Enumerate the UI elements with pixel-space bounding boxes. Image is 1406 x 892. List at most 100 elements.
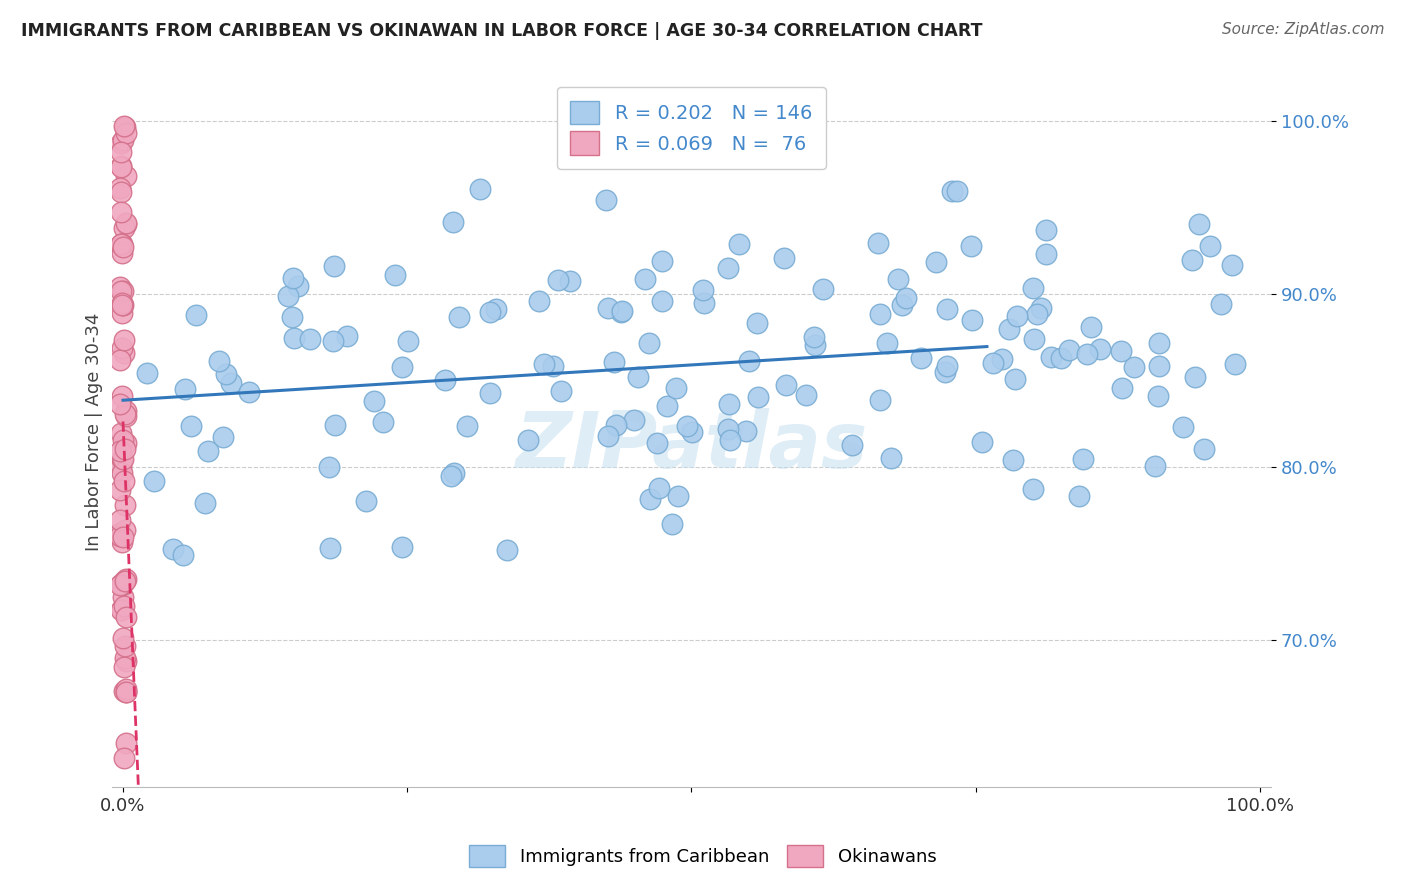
Point — [277, 289, 299, 303]
Point — [111, 342, 134, 356]
Point — [868, 235, 890, 250]
Point — [936, 302, 959, 317]
Point — [112, 590, 135, 604]
Point — [110, 603, 132, 617]
Point — [1147, 389, 1170, 403]
Point — [112, 751, 135, 765]
Point — [869, 392, 891, 407]
Point — [440, 469, 463, 483]
Point — [794, 388, 817, 402]
Point — [384, 268, 406, 282]
Point — [661, 516, 683, 531]
Point — [318, 460, 340, 475]
Point — [114, 498, 136, 512]
Point — [626, 370, 648, 384]
Point — [238, 384, 260, 399]
Point — [112, 474, 135, 488]
Point — [115, 404, 138, 418]
Point — [676, 418, 699, 433]
Point — [115, 685, 138, 699]
Point — [108, 578, 131, 592]
Point — [111, 306, 134, 320]
Point — [596, 429, 619, 443]
Point — [772, 251, 794, 265]
Point — [1005, 310, 1028, 324]
Point — [1035, 223, 1057, 237]
Point — [527, 293, 550, 308]
Point — [1049, 351, 1071, 366]
Point — [108, 443, 131, 458]
Point — [803, 338, 825, 352]
Legend: Immigrants from Caribbean, Okinawans: Immigrants from Caribbean, Okinawans — [463, 838, 943, 874]
Point — [496, 543, 519, 558]
Point — [110, 205, 132, 219]
Point — [717, 260, 740, 275]
Point — [114, 442, 136, 456]
Point — [1111, 380, 1133, 394]
Point — [876, 336, 898, 351]
Point — [114, 435, 136, 450]
Point — [281, 310, 304, 324]
Point — [391, 359, 413, 374]
Point — [110, 577, 132, 591]
Point — [114, 651, 136, 665]
Point — [517, 433, 540, 447]
Point — [960, 239, 983, 253]
Point — [1035, 247, 1057, 261]
Point — [114, 640, 136, 654]
Point — [110, 459, 132, 474]
Point — [1080, 320, 1102, 334]
Point — [1090, 342, 1112, 356]
Point — [112, 433, 135, 447]
Point — [111, 236, 134, 251]
Point — [115, 409, 138, 423]
Point — [728, 237, 751, 252]
Point — [111, 246, 134, 260]
Point — [1209, 297, 1232, 311]
Point — [1109, 343, 1132, 358]
Point — [443, 466, 465, 480]
Point — [322, 334, 344, 348]
Point — [115, 217, 138, 231]
Point — [354, 494, 377, 508]
Point — [456, 419, 478, 434]
Point — [283, 271, 305, 285]
Point — [666, 489, 689, 503]
Point — [114, 523, 136, 537]
Point — [634, 272, 657, 286]
Point — [449, 310, 471, 324]
Point — [547, 273, 569, 287]
Point — [115, 736, 138, 750]
Point — [1029, 301, 1052, 316]
Point — [484, 301, 506, 316]
Point — [1022, 482, 1045, 496]
Point — [1199, 239, 1222, 253]
Point — [112, 574, 135, 588]
Point — [1144, 458, 1167, 473]
Point — [645, 436, 668, 450]
Point — [910, 351, 932, 366]
Point — [396, 334, 419, 348]
Point — [115, 216, 138, 230]
Point — [811, 282, 834, 296]
Point — [692, 283, 714, 297]
Point — [605, 417, 627, 432]
Point — [208, 353, 231, 368]
Point — [1220, 258, 1243, 272]
Text: Source: ZipAtlas.com: Source: ZipAtlas.com — [1222, 22, 1385, 37]
Point — [111, 284, 134, 298]
Point — [543, 359, 565, 373]
Point — [391, 541, 413, 555]
Point — [717, 397, 740, 411]
Point — [745, 316, 768, 330]
Point — [110, 236, 132, 251]
Point — [184, 308, 207, 322]
Point — [1071, 451, 1094, 466]
Point — [112, 631, 135, 645]
Point — [111, 578, 134, 592]
Point — [1171, 420, 1194, 434]
Point — [283, 331, 305, 345]
Point — [112, 530, 135, 544]
Point — [1069, 489, 1091, 503]
Point — [180, 419, 202, 434]
